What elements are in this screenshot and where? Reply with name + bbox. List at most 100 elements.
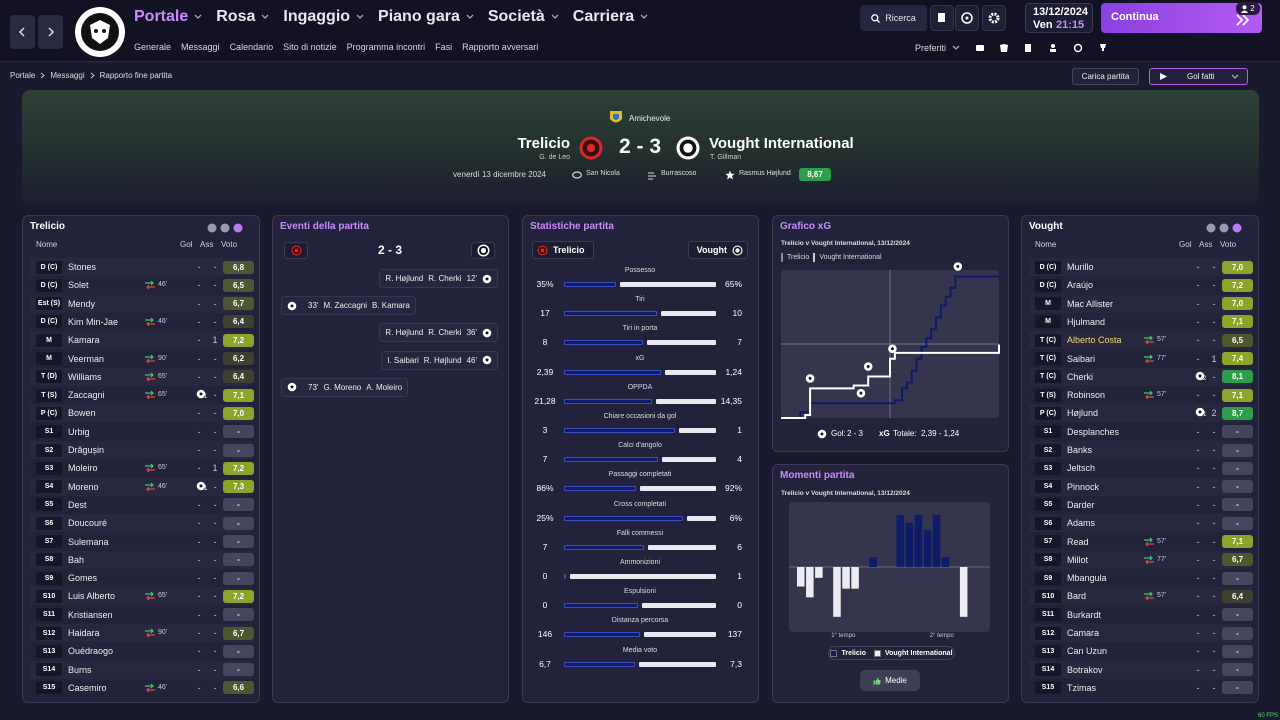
view-toggle[interactable]	[1219, 223, 1229, 233]
player-row[interactable]: T (D) Williams 65' - -6,4	[30, 367, 254, 386]
view-toggle[interactable]	[1232, 223, 1242, 233]
view-toggle[interactable]	[220, 223, 230, 233]
continue-button[interactable]: Continua 2	[1101, 2, 1262, 33]
search-button[interactable]: Ricerca	[860, 5, 927, 31]
player-row[interactable]: S5 Dest - - -	[30, 495, 254, 514]
player-row[interactable]: M Mac Allister - -7,0	[1029, 294, 1253, 313]
player-row[interactable]: S10 Luis Alberto 65' - -7,2	[30, 587, 254, 606]
averages-button[interactable]: Medie	[860, 670, 920, 691]
rating: -	[223, 608, 254, 622]
player-row[interactable]: S4 Moreno 46' 1-7,3	[30, 477, 254, 496]
player-row[interactable]: S1 Urbig - - -	[30, 422, 254, 441]
sub-menu-item[interactable]: Messaggi	[181, 42, 220, 52]
back-button[interactable]	[10, 15, 35, 49]
player-row[interactable]: Est (S) Mendy - -6,7	[30, 294, 254, 313]
toolbar-button[interactable]	[982, 5, 1006, 31]
player-row[interactable]: S12 Haidara 90' - -6,7	[30, 624, 254, 642]
breadcrumb-item[interactable]: Portale	[10, 71, 36, 80]
player-row[interactable]: T (C) Alberto Costa 57' - -6,5	[1029, 331, 1253, 350]
shortcut-icon[interactable]	[975, 43, 985, 53]
player-row[interactable]: S9 Gomes - - -	[30, 569, 254, 588]
position: M	[1035, 297, 1061, 311]
player-row[interactable]: S15 Tzimas - - -	[1029, 678, 1253, 697]
player-row[interactable]: S8 Bah - - -	[30, 550, 254, 569]
sub-menu-item[interactable]: Sito di notizie	[283, 42, 337, 52]
player-row[interactable]: S6 Doucouré - - -	[30, 514, 254, 533]
player-row[interactable]: S12 Camara - - -	[1029, 624, 1253, 642]
player-row[interactable]: S8 Millot 77' - -6,7	[1029, 550, 1253, 569]
goal-event[interactable]: R. Højlund R. Cherki 12'	[379, 269, 498, 288]
shortcut-icon[interactable]	[999, 43, 1009, 53]
notification-badge[interactable]: 2	[1236, 2, 1260, 15]
toolbar-button[interactable]	[930, 5, 954, 31]
view-toggle[interactable]	[207, 223, 217, 233]
player-row[interactable]: P (C) Højlund 1 2 8,7	[1029, 404, 1253, 423]
player-row[interactable]: S7 Sulemana - - -	[30, 532, 254, 551]
player-row[interactable]: S3 Jeltsch - - -	[1029, 459, 1253, 478]
shortcut-icon[interactable]	[1048, 43, 1058, 53]
player-row[interactable]: S14 Burns - - -	[30, 660, 254, 679]
view-toggle[interactable]	[233, 223, 243, 233]
menu-item[interactable]: Carriera	[573, 8, 648, 26]
menu-item[interactable]: Ingaggio	[283, 8, 364, 26]
goal-event[interactable]: R. Højlund R. Cherki 36'	[379, 323, 498, 343]
player-name: Højlund	[1067, 408, 1099, 419]
player-row[interactable]: P (C) Bowen - -7,0	[30, 404, 254, 423]
player-row[interactable]: S9 Mbangula - - -	[1029, 569, 1253, 588]
menu-item[interactable]: Portale	[134, 8, 202, 26]
date-box[interactable]: 13/12/2024 Ven 21:15	[1025, 3, 1093, 33]
player-row[interactable]: S3 Moleiro 65' -1 7,2	[30, 459, 254, 478]
goal-event[interactable]: 73' G. Moreno A. Moleiro	[281, 377, 409, 397]
breadcrumb-item[interactable]: Messaggi	[50, 71, 85, 80]
player-row[interactable]: D (C) Araújo - -7,2	[1029, 276, 1253, 295]
menu-item[interactable]: Rosa	[216, 8, 269, 26]
player-row[interactable]: T (S) Robinson 57' - -7,1	[1029, 386, 1253, 405]
goal-event[interactable]: 33' M. Zaccagni B. Kamara	[281, 296, 416, 316]
player-row[interactable]: D (C) Stones - -6,8	[30, 258, 254, 276]
player-row[interactable]: S1 Desplanches - - -	[1029, 422, 1253, 441]
favorites[interactable]: Preferiti	[915, 43, 960, 53]
player-row[interactable]: S14 Botrakov - - -	[1029, 660, 1253, 679]
menu-item[interactable]: Società	[488, 8, 559, 26]
player-row[interactable]: S6 Adams - - -	[1029, 514, 1253, 533]
goal-icon	[287, 382, 297, 392]
load-match-button[interactable]: Carica partita	[1072, 68, 1139, 85]
shortcut-icon[interactable]	[1023, 43, 1033, 53]
goals-button[interactable]: Gol fatti	[1149, 68, 1248, 85]
player-row[interactable]: D (C) Solet 46' - -6,5	[30, 276, 254, 295]
goal-event[interactable]: I. Saibari R. Højlund 46'	[381, 350, 498, 370]
player-row[interactable]: S11 Kristiansen - - -	[30, 605, 254, 624]
sub-menu-item[interactable]: Generale	[134, 42, 172, 52]
player-row[interactable]: S15 Casemiro 46' - -6,6	[30, 678, 254, 697]
player-row[interactable]: S4 Pinnock - - -	[1029, 477, 1253, 496]
player-row[interactable]: D (C) Murillo - -7,0	[1029, 258, 1253, 276]
club-logo[interactable]	[73, 5, 127, 59]
player-row[interactable]: M Veerman 90' - -6,2	[30, 349, 254, 368]
sub-menu-item[interactable]: Calendario	[229, 42, 274, 52]
toolbar-button[interactable]	[955, 5, 979, 31]
menu-item[interactable]: Piano gara	[378, 8, 474, 26]
player-row[interactable]: M Kamara -1 7,2	[30, 331, 254, 350]
player-row[interactable]: S13 Can Uzun - - -	[1029, 642, 1253, 661]
shortcut-icon[interactable]	[1073, 43, 1083, 53]
player-row[interactable]: T (C) Cherki 2-8,1	[1029, 367, 1253, 386]
player-row[interactable]: S10 Bard 57' - -6,4	[1029, 587, 1253, 606]
player-row[interactable]: S7 Read 57' - -7,1	[1029, 532, 1253, 551]
view-toggle[interactable]	[1206, 223, 1216, 233]
player-row[interactable]: S11 Burkardt - - -	[1029, 605, 1253, 624]
shortcut-icon[interactable]	[1098, 43, 1108, 53]
player-row[interactable]: D (C) Kim Min-Jae 46' - -6,4	[30, 312, 254, 331]
player-row[interactable]: T (C) Saibari 77' -1 7,4	[1029, 349, 1253, 368]
player-row[interactable]: S2 Banks - - -	[1029, 441, 1253, 459]
forward-button[interactable]	[38, 15, 63, 49]
sub-menu-item[interactable]: Rapporto avversari	[462, 42, 539, 52]
player-row[interactable]: S5 Darder - - -	[1029, 495, 1253, 514]
sub-menu-item[interactable]: Fasi	[435, 42, 453, 52]
player-row[interactable]: T (S) Zaccagni 65' 1-7,1	[30, 386, 254, 405]
player-row[interactable]: S13 Ouédraogo - - -	[30, 642, 254, 661]
sub-menu-item[interactable]: Programma incontri	[346, 42, 426, 52]
competition: Amichevole	[629, 114, 671, 123]
player-row[interactable]: S2 Drăgușin - - -	[30, 441, 254, 459]
stat-label: Passaggi completati	[608, 471, 672, 479]
player-row[interactable]: M Hjulmand - -7,1	[1029, 312, 1253, 331]
